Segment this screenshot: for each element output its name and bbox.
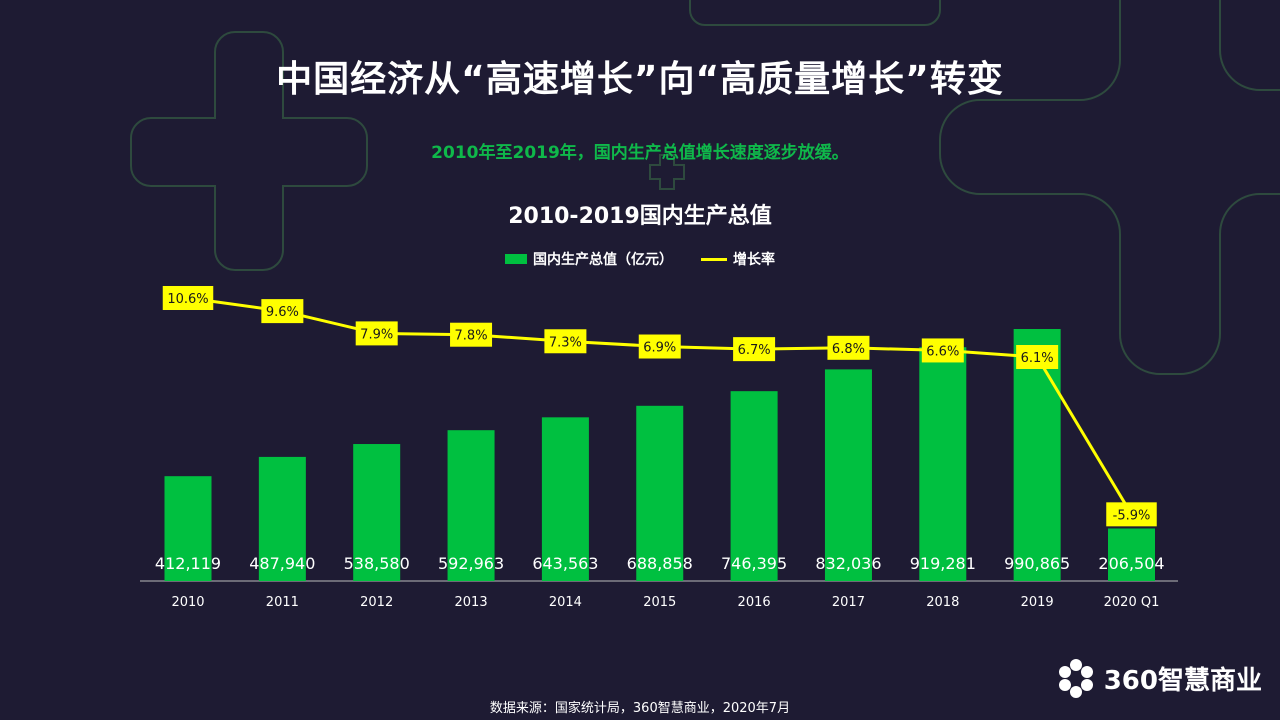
x-tick-label: 2019 [1021, 595, 1054, 610]
growth-rate-point: -5.9% [1106, 502, 1157, 527]
bar-2019 [1013, 329, 1061, 581]
growth-rate-point: 6.6% [921, 338, 964, 363]
growth-rate-label: 6.7% [738, 343, 771, 358]
bar-2012 [353, 444, 401, 581]
bar-value-label: 990,865 [1004, 554, 1070, 573]
brand-flower-icon [1058, 659, 1093, 698]
growth-label-box [261, 299, 304, 324]
legend-item-growth: 增长率 [701, 249, 775, 269]
bar-value-label: 487,940 [249, 554, 315, 573]
growth-rate-label: 10.6% [167, 292, 208, 307]
x-tick-label: 2018 [926, 595, 959, 610]
x-tick-label: 2014 [549, 595, 582, 610]
x-tick-label: 2013 [455, 595, 488, 610]
bar-value-label: 643,563 [532, 554, 598, 573]
growth-rate-label: -5.9% [1113, 508, 1151, 523]
growth-rate-label: 7.3% [549, 335, 582, 350]
growth-label-box [544, 329, 587, 354]
x-tick-label: 2010 [171, 595, 204, 610]
growth-rate-label: 7.9% [360, 327, 393, 342]
growth-label-box [733, 337, 776, 362]
growth-rate-label: 6.6% [926, 344, 959, 359]
growth-label-box [162, 286, 214, 310]
legend-label-growth: 增长率 [733, 252, 775, 268]
growth-label-box [450, 322, 493, 347]
chart-legend: 国内生产总值（亿元） 增长率 [0, 249, 1280, 269]
growth-label-box [355, 321, 398, 346]
bar-value-label: 412,119 [155, 554, 221, 573]
growth-rate-point: 6.9% [638, 334, 681, 359]
x-tick-label: 2011 [266, 595, 299, 610]
bar-2015 [636, 405, 684, 581]
bar-2014 [541, 417, 589, 581]
growth-rate-point: 9.6% [261, 299, 304, 324]
brand-logo: 360智慧商业 [1054, 656, 1262, 700]
bar-2010 [164, 476, 212, 581]
bar-value-label: 832,036 [815, 554, 881, 573]
x-tick-label: 2012 [360, 595, 393, 610]
growth-rate-point: 7.3% [544, 329, 587, 354]
growth-label-box [638, 334, 681, 359]
growth-label-box [827, 335, 870, 360]
brand-name: 360智慧商业 [1103, 665, 1262, 696]
page-subtitle: 2010年至2019年，国内生产总值增长速度逐步放缓。 [431, 143, 849, 163]
growth-rate-point: 7.8% [450, 322, 493, 347]
growth-rate-point: 6.1% [1016, 345, 1059, 369]
bar-value-label: 592,963 [438, 554, 504, 573]
growth-rate-point: 10.6% [162, 286, 214, 310]
bar-value-label: 688,858 [627, 554, 693, 573]
bar-2016 [730, 391, 778, 581]
legend-line-swatch [701, 257, 727, 261]
bar-2017 [824, 369, 872, 581]
growth-rate-label: 7.8% [455, 329, 488, 344]
x-tick-label: 2020 Q1 [1104, 595, 1160, 610]
bar-value-label: 538,580 [344, 554, 410, 573]
growth-label-box [921, 338, 964, 363]
x-tick-label: 2015 [643, 595, 676, 610]
growth-rate-point: 7.9% [355, 321, 398, 346]
growth-rate-point: 6.7% [733, 337, 776, 362]
x-tick-label: 2016 [738, 595, 771, 610]
growth-rate-label: 6.9% [643, 341, 676, 356]
growth-label-box [1016, 345, 1059, 369]
bar-value-label: 746,395 [721, 554, 787, 573]
bar-value-label: 919,281 [910, 554, 976, 573]
legend-bar-swatch [505, 254, 527, 264]
page-title: 中国经济从“高速增长”向“高质量增长”转变 [276, 59, 1004, 100]
growth-rate-label: 6.1% [1021, 351, 1054, 366]
chart-title: 2010-2019国内生产总值 [508, 204, 772, 229]
bar-2020 Q1 [1108, 528, 1155, 581]
growth-label-box [1106, 502, 1157, 527]
x-tick-label: 2017 [832, 595, 865, 610]
bar-2018 [919, 347, 967, 581]
bar-2011 [258, 456, 306, 581]
bar-2013 [447, 430, 495, 581]
growth-rate-label: 9.6% [266, 305, 299, 320]
legend-label-gdp: 国内生产总值（亿元） [533, 252, 673, 268]
bar-value-label: 206,504 [1098, 554, 1164, 573]
data-source: 数据来源：国家统计局，360智慧商业，2020年7月 [489, 701, 791, 716]
growth-rate-label: 6.8% [832, 342, 865, 357]
legend-item-gdp: 国内生产总值（亿元） [505, 249, 673, 269]
growth-rate-point: 6.8% [827, 335, 870, 360]
